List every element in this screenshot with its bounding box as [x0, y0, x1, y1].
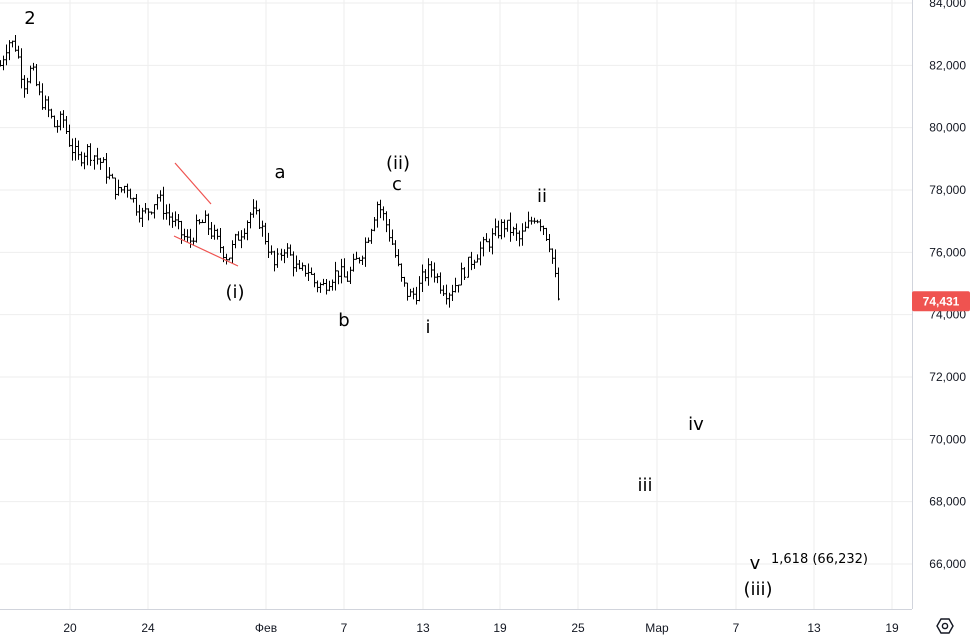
y-tick-label: 82,000	[929, 58, 966, 72]
channel	[173, 162, 239, 267]
x-tick-label: 19	[493, 621, 507, 635]
x-tick-label: Фев	[255, 621, 277, 635]
y-tick-label: 80,000	[929, 121, 966, 135]
x-tick-label: 19	[885, 621, 899, 635]
grid	[0, 0, 912, 609]
wave-label: b	[338, 310, 349, 331]
y-tick-label: 78,000	[929, 183, 966, 197]
wave-label: a	[274, 162, 285, 183]
settings-button[interactable]	[932, 613, 958, 639]
x-tick-label: 20	[63, 621, 77, 635]
y-tick-label: 68,000	[929, 495, 966, 509]
wave-label: c	[392, 174, 402, 195]
candles	[0, 34, 560, 308]
wave-label: iv	[688, 414, 704, 435]
wave-label: ii	[537, 186, 547, 207]
wave-label: iii	[637, 475, 652, 496]
channel-upper	[174, 162, 212, 205]
fib-label: 1,618 (66,232)	[771, 552, 868, 567]
wave-label: i	[425, 317, 430, 338]
x-tick-label: 24	[141, 621, 155, 635]
y-tick-label: 66,000	[929, 557, 966, 571]
x-tick-label: 7	[733, 621, 740, 635]
y-axis-ticks: 84,00082,00080,00078,00076,00074,00072,0…	[929, 0, 966, 571]
channel-lower	[173, 235, 239, 267]
y-tick-label: 72,000	[929, 370, 966, 384]
wave-label: 2	[24, 8, 35, 29]
x-tick-label: Мар	[645, 621, 669, 635]
x-axis-ticks: 20 24 Фев 7 13 19 25 Мар 7 13 19	[63, 621, 899, 635]
x-tick-label: 13	[807, 621, 821, 635]
x-tick-label: 25	[571, 621, 585, 635]
wave-label: (ii)	[386, 153, 410, 174]
last-price-label: 74,431	[923, 295, 960, 309]
last-price-badge[interactable]: 74,431	[912, 291, 970, 312]
wave-label: (iii)	[743, 579, 772, 600]
y-tick-label: 76,000	[929, 245, 966, 259]
wave-label: (i)	[225, 282, 244, 303]
y-tick-label: 70,000	[929, 432, 966, 446]
wave-label: v	[750, 553, 761, 574]
x-tick-label: 7	[341, 621, 348, 635]
x-tick-label: 13	[416, 621, 430, 635]
y-tick-label: 84,000	[929, 0, 966, 10]
gear-icon	[936, 618, 954, 634]
